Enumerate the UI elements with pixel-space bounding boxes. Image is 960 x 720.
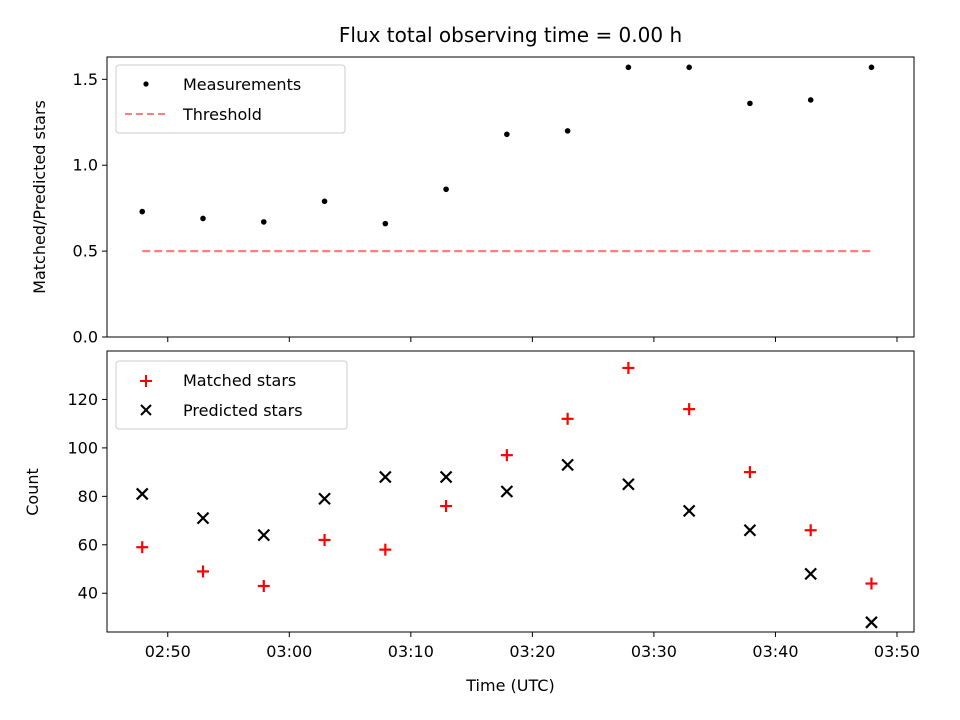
plot-title: Flux total observing time = 0.00 h [339, 23, 682, 47]
y-tick-label: 80 [78, 487, 98, 506]
predicted-star-point [439, 470, 453, 484]
measurement-point [382, 220, 389, 227]
predicted-star-point [743, 523, 757, 537]
matched-star-point [865, 577, 878, 590]
matched-star-point [318, 533, 331, 546]
ratio-panel-marks [139, 64, 875, 253]
count-panel-legend: Matched stars Predicted stars [115, 360, 348, 430]
x-tick-label: 03:50 [874, 642, 920, 661]
predicted-star-point [379, 470, 392, 484]
predicted-star-point [500, 485, 514, 498]
ratio-panel-ticks: 0.0 0.5 1.0 1.5 [73, 70, 898, 347]
measurement-point [200, 215, 206, 222]
predicted-star-point [682, 504, 696, 518]
x-tick-label: 02:50 [145, 642, 191, 661]
measurement-point [625, 64, 632, 71]
y-tick-label: 120 [67, 390, 98, 409]
y-tick-label: 1.5 [73, 70, 98, 89]
x-tick-label: 03:20 [509, 642, 555, 661]
matched-star-point [440, 500, 453, 513]
measurement-point [443, 186, 449, 193]
ratio-panel: 0.0 0.5 1.0 1.5 Matched/Predicted stars Mea… [30, 56, 915, 347]
count-panel-ylabel: Count [23, 468, 42, 516]
predicted-star-point [318, 492, 331, 506]
x-axis-label: Time (UTC) [465, 676, 554, 695]
measurement-point [868, 64, 875, 71]
x-tick-label: 03:40 [752, 642, 798, 661]
matched-star-point [136, 541, 149, 554]
matched-star-point [804, 524, 817, 537]
y-tick-label: 60 [78, 535, 98, 554]
predicted-star-point [135, 487, 149, 501]
count-panel-marks [135, 361, 878, 629]
matched-star-point [500, 449, 513, 462]
measurement-point [807, 97, 814, 103]
y-tick-label: 0.0 [73, 328, 98, 347]
measurement-point [686, 64, 692, 71]
legend-threshold-label: Threshold [182, 105, 262, 124]
legend-measurements-marker [143, 81, 149, 87]
legend-measurements-label: Measurements [183, 75, 301, 94]
matched-star-point [197, 565, 210, 578]
x-tick-label: 03:00 [266, 642, 312, 661]
matched-star-point [622, 361, 635, 374]
legend-matched-label: Matched stars [183, 371, 296, 390]
count-panel: 40 60 80 100 120 02:50 03:00 03:10 03:20 03:30 03:… [23, 350, 920, 695]
measurement-point [504, 131, 510, 138]
x-tick-label: 03:30 [631, 642, 677, 661]
ratio-panel-ylabel: Matched/Predicted stars [30, 100, 49, 294]
measurement-point [564, 128, 571, 134]
y-tick-label: 1.0 [73, 156, 98, 175]
count-panel-frame [106, 350, 915, 633]
legend-predicted-label: Predicted stars [183, 401, 303, 420]
ratio-legend-box [115, 64, 346, 134]
predicted-star-point [804, 567, 817, 581]
count-panel-ticks: 40 60 80 100 120 02:50 03:00 03:10 03:20 03:30 03:… [67, 390, 920, 661]
count-legend-box [115, 360, 348, 430]
y-tick-label: 0.5 [73, 242, 98, 261]
y-tick-label: 40 [78, 584, 98, 603]
predicted-star-point [622, 477, 635, 491]
legend-predicted-marker [140, 404, 152, 416]
ratio-panel-legend: Measurements Threshold [115, 64, 346, 134]
matched-star-point [743, 466, 756, 479]
predicted-star-point [561, 458, 574, 472]
measurement-point [260, 219, 267, 225]
legend-matched-marker [140, 375, 152, 387]
y-tick-label: 100 [67, 438, 98, 457]
predicted-star-point [196, 511, 210, 525]
matched-star-point [379, 543, 392, 556]
matched-star-point [561, 412, 574, 425]
measurement-point [139, 208, 146, 215]
ratio-panel-frame [106, 56, 915, 338]
measurement-point [747, 100, 753, 107]
predicted-star-point [865, 616, 878, 629]
predicted-star-point [257, 528, 271, 542]
measurement-point [321, 198, 328, 205]
x-tick-label: 03:10 [388, 642, 434, 661]
matched-star-point [257, 579, 270, 592]
matched-star-point [683, 403, 696, 416]
